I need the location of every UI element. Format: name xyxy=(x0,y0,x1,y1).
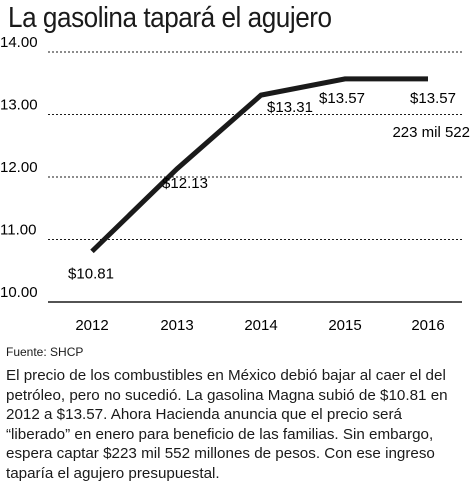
x-tick-label: 2013 xyxy=(160,317,193,334)
y-tick-label: 12.00 xyxy=(0,159,38,176)
x-tick-label: 2016 xyxy=(411,317,444,334)
data-label: $10.81 xyxy=(68,265,114,282)
y-tick-label: 13.00 xyxy=(0,97,38,114)
data-label: $13.31 xyxy=(267,99,313,116)
data-labels: $10.81 $12.13 $13.31 $13.57 $13.57 xyxy=(68,90,456,283)
data-label: $12.13 xyxy=(162,175,208,192)
x-axis-ticks: 2012 2013 2014 2015 2016 xyxy=(75,317,444,334)
data-label: $13.57 xyxy=(410,90,456,107)
chart-title: La gasolina tapará el agujero xyxy=(8,2,332,34)
y-axis-ticks: 10.00 11.00 12.00 13.00 14.00 xyxy=(0,34,38,301)
gridlines xyxy=(48,51,462,303)
y-tick-label: 14.00 xyxy=(0,34,38,51)
y-tick-label: 11.00 xyxy=(0,222,36,239)
source-note: Fuente: SHCP xyxy=(6,345,84,359)
data-label: $13.57 xyxy=(319,90,365,107)
x-tick-label: 2014 xyxy=(244,317,277,334)
body-paragraph: El precio de los combustibles en México … xyxy=(6,367,448,482)
x-tick-label: 2012 xyxy=(75,317,108,334)
series-line xyxy=(90,76,428,254)
annotation: 223 mil 522 xyxy=(392,124,470,141)
x-tick-label: 2015 xyxy=(328,317,361,334)
y-tick-label: 10.00 xyxy=(0,284,38,301)
series-group xyxy=(90,76,428,254)
